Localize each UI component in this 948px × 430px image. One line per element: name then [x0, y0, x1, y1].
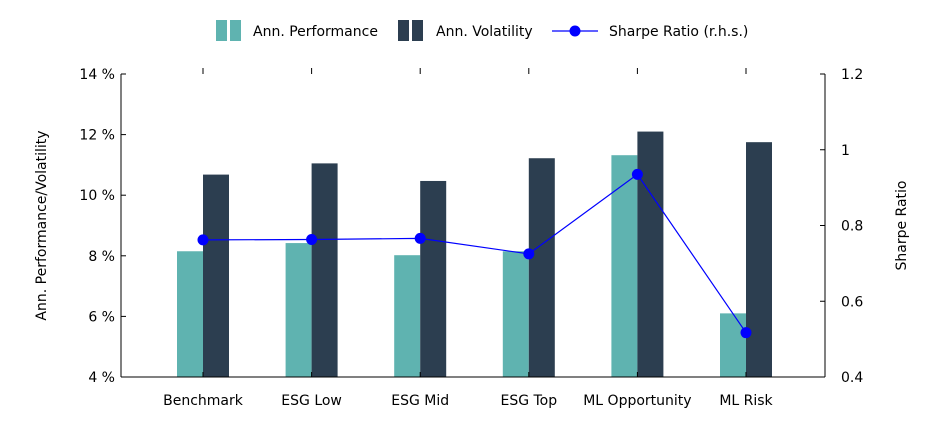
axes-layer: 4 % 6 % 8 % 10 % 12 % 14 % 0.4 0.6 0.8 1 1.2 Benchm… — [34, 67, 910, 409]
bar-volatility — [528, 158, 555, 377]
bar-performance — [177, 251, 203, 377]
y-tick-label-right: 1.2 — [841, 67, 863, 83]
sharpe-point — [523, 248, 535, 260]
sharpe-point — [414, 232, 426, 244]
x-tick-label: ML Opportunity — [583, 393, 691, 409]
legend-swatch-performance — [230, 20, 241, 41]
sharpe-point — [197, 234, 209, 246]
x-tick-label: ESG Mid — [391, 393, 449, 409]
bars-layer — [177, 131, 772, 377]
y-tick-label-right: 0.8 — [841, 219, 863, 235]
x-tick-label: Benchmark — [163, 393, 244, 409]
legend-label-sharpe: Sharpe Ratio (r.h.s.) — [609, 24, 748, 40]
x-tick-label: ESG Top — [500, 393, 557, 409]
y-tick-label-left: 14 % — [79, 67, 115, 83]
y-tick-label-right: 1 — [841, 143, 850, 159]
sharpe-series-line — [202, 173, 747, 334]
legend-swatch-volatility — [412, 20, 423, 41]
y-tick-label-left: 6 % — [88, 309, 115, 325]
legend-marker-sharpe — [569, 25, 581, 37]
bar-performance — [502, 251, 529, 377]
y-axis-title-right: Sharpe Ratio — [894, 181, 910, 271]
legend-swatch-performance — [216, 20, 227, 41]
legend-label-performance: Ann. Performance — [253, 24, 378, 40]
y-tick-label-right: 0.6 — [841, 294, 863, 310]
bar-volatility — [420, 180, 447, 377]
y-tick-label-left: 8 % — [88, 249, 115, 265]
x-tick-label: ESG Low — [281, 393, 342, 409]
bar-volatility — [311, 163, 338, 377]
y-tick-label-left: 4 % — [88, 370, 115, 386]
bar-volatility — [746, 142, 772, 377]
legend-swatch-volatility — [398, 20, 409, 41]
bar-volatility — [203, 174, 229, 377]
y-tick-label-left: 10 % — [79, 188, 115, 204]
bar-performance — [611, 155, 638, 377]
sharpe-point — [306, 234, 318, 246]
y-tick-label-left: 12 % — [79, 128, 115, 144]
y-tick-label-right: 0.4 — [841, 370, 863, 386]
bar-performance — [394, 255, 421, 377]
bar-performance — [720, 313, 746, 377]
bar-performance — [285, 243, 312, 377]
bar-volatility — [637, 131, 664, 377]
legend: Ann. Performance Ann. Volatility Sharpe Ra… — [216, 20, 748, 41]
legend-label-volatility: Ann. Volatility — [436, 24, 533, 40]
sharpe-point — [631, 168, 643, 180]
x-tick-label: ML Risk — [719, 393, 773, 409]
sharpe-point — [740, 327, 752, 339]
sharpe-line-layer — [197, 168, 752, 339]
y-axis-title-left: Ann. Performance/Volatility — [34, 130, 50, 320]
